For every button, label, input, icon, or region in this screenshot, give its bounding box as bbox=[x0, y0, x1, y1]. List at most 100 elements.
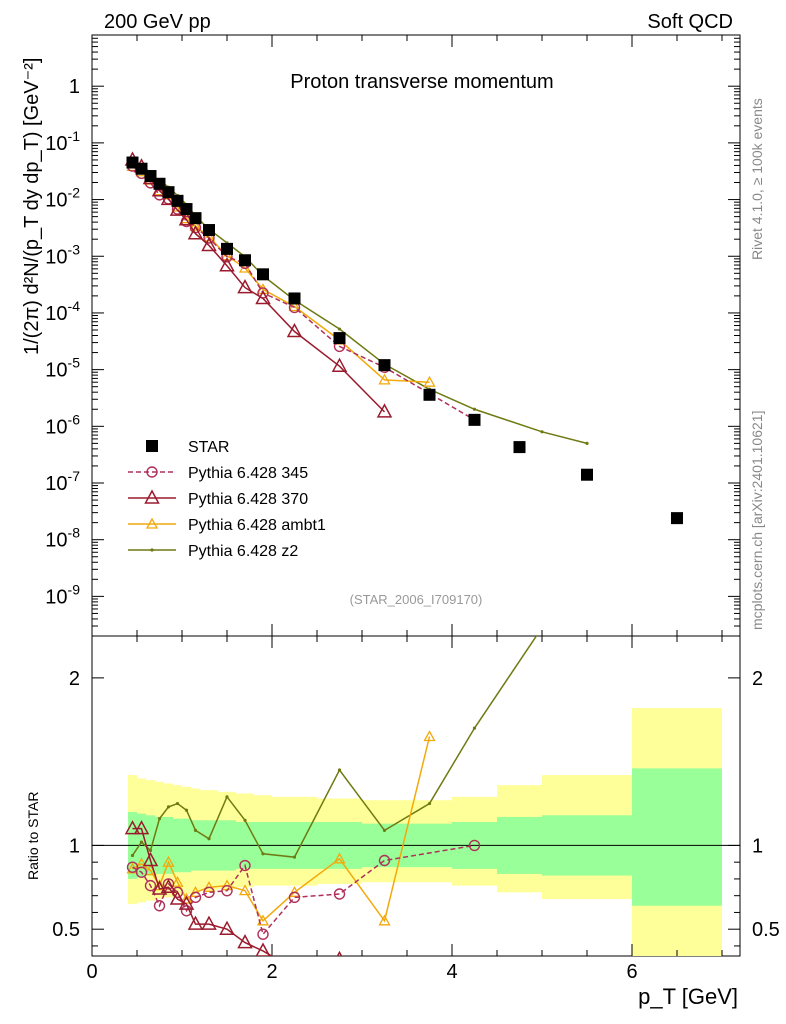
point-star bbox=[257, 268, 269, 281]
ratio-point-pythia-z2 bbox=[540, 626, 543, 629]
ratio-point-pythia-z2 bbox=[261, 852, 265, 856]
point-pythia-z2 bbox=[337, 327, 342, 331]
ratio-line-pythia-ambt1 bbox=[132, 736, 431, 923]
ratio-point-pythia-370 bbox=[124, 820, 141, 835]
point-star bbox=[333, 332, 346, 345]
point-star bbox=[189, 212, 202, 225]
ratio-point-pythia-z2 bbox=[292, 855, 297, 859]
y-tick-label: 10-7 bbox=[45, 468, 80, 495]
legend-label-pythia-z2: Pythia 6.428 z2 bbox=[188, 543, 298, 560]
series-line-pythia-z2 bbox=[132, 163, 588, 445]
ratio-point-pythia-345 bbox=[468, 839, 481, 852]
point-pythia-z2 bbox=[472, 407, 477, 411]
ratio-point-pythia-z2 bbox=[130, 853, 135, 858]
ratio-uncertainty-band bbox=[92, 708, 740, 956]
ratio-tick-label-right: 0.5 bbox=[752, 919, 780, 941]
point-star bbox=[581, 468, 593, 481]
series-pythia-z2 bbox=[130, 162, 589, 445]
ratio-point-pythia-ambt1 bbox=[238, 884, 252, 896]
x-tick-label: 4 bbox=[446, 961, 457, 983]
ratio-y-axis-label: Ratio to STAR bbox=[25, 792, 41, 880]
ratio-point-pythia-ambt1 bbox=[256, 914, 270, 926]
ratio-point-pythia-z2 bbox=[207, 837, 211, 841]
ratio-point-pythia-370 bbox=[142, 851, 159, 867]
legend-marker-pythia-345 bbox=[146, 466, 158, 478]
ratio-point-pythia-345 bbox=[126, 861, 139, 873]
ratio-point-pythia-370 bbox=[133, 820, 150, 835]
ratio-point-pythia-ambt1 bbox=[171, 875, 184, 887]
y-tick-label: 10-9 bbox=[45, 581, 80, 608]
ratio-point-pythia-ambt1 bbox=[180, 892, 193, 904]
x-tick-label: 6 bbox=[626, 961, 637, 983]
ratio-point-pythia-z2 bbox=[225, 795, 229, 799]
ratio-point-pythia-ambt1 bbox=[288, 885, 301, 897]
ratio-tick-label-right: 2 bbox=[752, 668, 763, 690]
ratio-point-pythia-ambt1 bbox=[162, 855, 175, 867]
legend-item-star: STAR bbox=[146, 439, 229, 456]
mcplots-label: mcplots.cern.ch [arXiv:2401.10621] bbox=[749, 411, 765, 630]
band-inner-bin bbox=[632, 768, 722, 906]
point-star bbox=[203, 224, 215, 237]
legend-label-pythia-ambt1: Pythia 6.428 ambt1 bbox=[188, 517, 326, 534]
ratio-point-pythia-370 bbox=[169, 890, 186, 905]
ratio-point-pythia-370 bbox=[237, 934, 253, 949]
ratio-line-pythia-345 bbox=[132, 844, 475, 936]
legend-label-pythia-370: Pythia 6.428 370 bbox=[188, 491, 308, 508]
ratio-point-pythia-345 bbox=[239, 859, 251, 872]
ratio-point-pythia-345 bbox=[221, 884, 233, 897]
series-star bbox=[126, 156, 683, 525]
chart-title: Proton transverse momentum bbox=[290, 71, 553, 93]
ratio-point-pythia-z2 bbox=[585, 576, 588, 579]
point-star bbox=[288, 292, 301, 305]
ratio-point-pythia-370 bbox=[151, 880, 168, 895]
ratio-panel-frame bbox=[91, 635, 741, 957]
x-axis-label: p_T [GeV] bbox=[638, 984, 738, 1009]
point-pythia-370 bbox=[255, 289, 271, 305]
y-tick-label: 10-8 bbox=[45, 525, 80, 552]
ratio-point-pythia-345 bbox=[378, 854, 391, 867]
y-tick-label: 10-1 bbox=[45, 128, 80, 155]
y-tick-label: 10-6 bbox=[45, 411, 80, 438]
legend-marker-pythia-ambt1 bbox=[145, 517, 159, 529]
legend-item-pythia-ambt1: Pythia 6.428 ambt1 bbox=[128, 517, 326, 534]
ratio-series-group bbox=[124, 576, 588, 956]
legend-label-pythia-345: Pythia 6.428 345 bbox=[188, 465, 308, 482]
header-right: Soft QCD bbox=[647, 11, 733, 33]
legend: STAR Pythia 6.428 345 Pythia 6.428 370 Pyth… bbox=[128, 439, 326, 560]
ratio-point-pythia-z2 bbox=[243, 818, 247, 822]
analysis-id: (STAR_2006_I709170) bbox=[350, 592, 483, 607]
point-pythia-z2 bbox=[540, 430, 544, 434]
point-pythia-ambt1 bbox=[189, 219, 202, 231]
legend-item-pythia-z2: Pythia 6.428 z2 bbox=[128, 543, 298, 560]
header-left: 200 GeV pp bbox=[104, 11, 211, 33]
legend-marker-pythia-370 bbox=[144, 489, 160, 504]
point-star bbox=[180, 203, 193, 216]
point-star bbox=[239, 254, 251, 267]
ratio-point-pythia-ambt1 bbox=[189, 885, 202, 897]
ratio-point-pythia-345 bbox=[135, 866, 148, 878]
ratio-point-pythia-z2 bbox=[175, 801, 180, 806]
ratio-point-pythia-ambt1 bbox=[202, 880, 216, 892]
ratio-point-pythia-370 bbox=[160, 878, 177, 894]
point-star bbox=[423, 388, 436, 401]
point-pythia-370 bbox=[187, 225, 204, 240]
ratio-point-pythia-370 bbox=[219, 920, 235, 935]
point-pythia-370 bbox=[376, 403, 393, 418]
ratio-point-pythia-345 bbox=[257, 928, 269, 940]
y-tick-label: 1 bbox=[69, 76, 80, 98]
point-pythia-370 bbox=[331, 357, 348, 372]
ratio-point-pythia-z2 bbox=[337, 768, 342, 772]
legend-item-pythia-345: Pythia 6.428 345 bbox=[128, 465, 308, 482]
ratio-tick-label-right: 1 bbox=[752, 835, 763, 857]
main-series-group bbox=[124, 151, 683, 525]
y-tick-label: 10-5 bbox=[45, 355, 80, 382]
y-tick-label: 10-4 bbox=[45, 298, 80, 325]
legend-item-pythia-370: Pythia 6.428 370 bbox=[128, 489, 308, 508]
ratio-point-pythia-345 bbox=[144, 879, 157, 892]
legend-label-star: STAR bbox=[188, 439, 229, 456]
point-pythia-ambt1 bbox=[378, 373, 391, 385]
point-pythia-370 bbox=[237, 279, 253, 294]
y-tick-label: 10-3 bbox=[45, 241, 80, 268]
ratio-point-pythia-370 bbox=[178, 895, 195, 910]
